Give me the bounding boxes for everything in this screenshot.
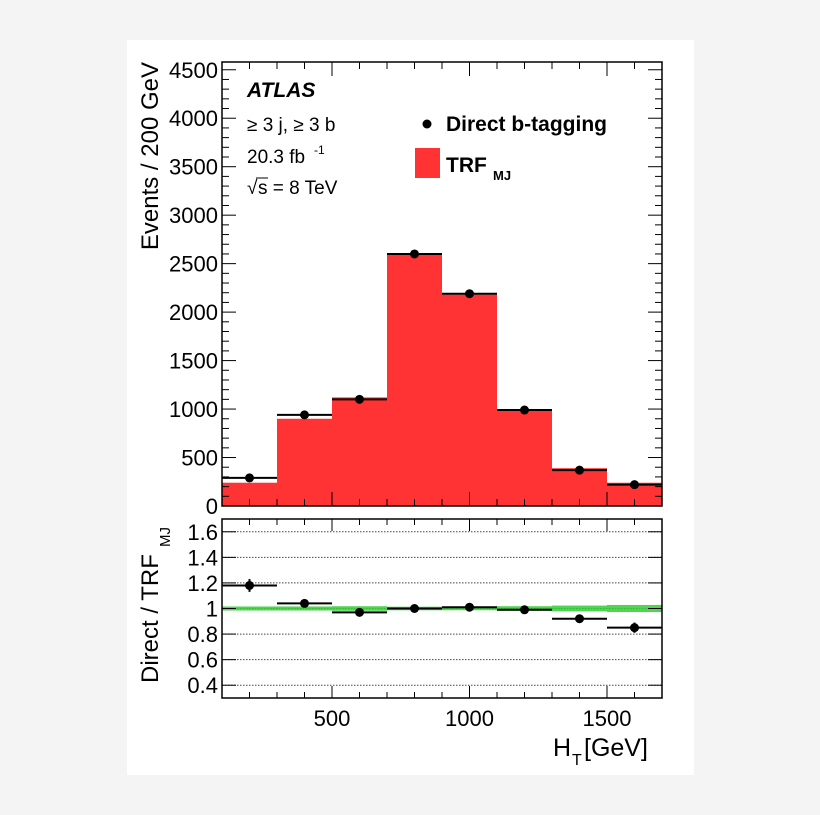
x-tick-label: 1000 [445,706,494,731]
lumi-label: 20.3 fb [247,147,305,168]
direct-data-point [575,465,584,475]
ratio-data-point [245,580,254,590]
ratio-y-tick-label: 1 [206,597,218,622]
trf-histogram-bar [442,294,497,506]
energy-label: s = 8 TeV [258,178,338,199]
y-tick-label: 2000 [169,300,218,325]
trf-histogram-bar [607,482,662,506]
direct-data-point [300,410,309,420]
trf-histogram-bar [222,482,277,506]
x-axis-label-sub: T [572,752,582,769]
direct-data-point [630,480,639,490]
ratio-uncertainty-band [552,605,607,612]
direct-data-point [245,473,254,483]
x-tick-label: 500 [314,706,351,731]
ratio-data-point [410,604,419,613]
direct-data-point [465,289,474,299]
legend-label-trf-sub: MJ [493,168,511,183]
sqrt-symbol: √ [247,178,258,199]
ratio-uncertainty-band [277,606,332,611]
ratio-data-point [575,614,584,624]
legend-label-trf: TRF [446,154,487,177]
ratio-uncertainty-band [607,604,662,613]
ratio-y-axis-label: Direct / TRF [137,554,164,683]
y-axis-label: Events / 200 GeV [137,62,164,250]
y-tick-label: 1000 [169,397,218,422]
ratio-y-axis-label-group: Direct / TRF MJ [137,527,174,683]
trf-histogram-bar [277,418,332,506]
y-tick-label: 3500 [169,155,218,180]
y-tick-label: 4500 [169,58,218,83]
ratio-data-point [300,598,309,608]
direct-data-point [355,394,364,404]
legend-swatch-trf [415,148,440,178]
ratio-data-point [355,607,364,617]
y-tick-label: 4000 [169,106,218,131]
atlas-label: ATLAS [246,79,315,102]
ratio-y-axis-label-sub: MJ [157,527,174,547]
legend-marker-direct [422,119,432,129]
y-tick-label: 3000 [169,203,218,228]
trf-histogram-bar [387,254,442,506]
trf-histogram-bar [497,410,552,506]
ratio-y-tick-label: 1.2 [187,571,218,596]
legend-label-direct: Direct b-tagging [446,113,607,136]
x-tick-label: 1500 [583,706,632,731]
ratio-y-tick-label: 1.4 [187,545,218,570]
trf-histogram-bar [332,397,387,506]
ratio-data-point [520,605,529,615]
selection-label: ≥ 3 j, ≥ 3 b [247,115,335,136]
x-axis-label: H [553,734,571,762]
direct-data-point [520,405,529,415]
ratio-data-point [630,623,639,633]
ratio-data-point [465,602,474,612]
ratio-uncertainty-band [222,606,277,611]
ratio-y-tick-label: 0.8 [187,622,218,647]
y-tick-label: 1500 [169,349,218,374]
direct-data-point [410,249,419,259]
ratio-y-tick-label: 1.6 [187,520,218,545]
ratio-y-tick-label: 0.4 [187,673,218,698]
ratio-y-tick-label: 0.6 [187,648,218,673]
lumi-superscript: -1 [314,143,325,157]
y-tick-label: 2500 [169,252,218,277]
y-tick-label: 0 [206,494,218,519]
y-tick-label: 500 [181,446,218,471]
x-axis-label-unit: [GeV] [584,734,648,762]
